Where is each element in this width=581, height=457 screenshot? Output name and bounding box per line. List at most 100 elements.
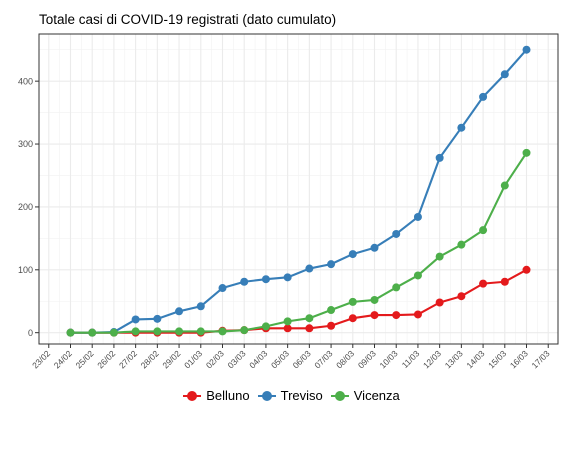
x-tick-label: 04/03 (247, 348, 269, 370)
data-point (175, 307, 184, 316)
x-tick-label: 12/03 (421, 348, 443, 370)
x-tick-label: 03/03 (226, 348, 248, 370)
x-tick-label: 28/02 (139, 348, 161, 370)
x-tick-label: 15/03 (486, 348, 508, 370)
data-point (305, 324, 314, 333)
data-point (413, 212, 422, 221)
data-point (457, 123, 466, 132)
data-point (153, 314, 162, 323)
x-tick-label: 01/03 (182, 348, 204, 370)
x-tick-label: 11/03 (400, 348, 422, 370)
y-tick-label: 400 (18, 76, 33, 86)
data-point (370, 243, 379, 252)
data-point (327, 260, 336, 269)
data-point (327, 321, 336, 330)
legend-item-vicenza: Vicenza (329, 388, 400, 403)
series-line (70, 268, 528, 334)
data-point (522, 265, 531, 274)
legend: Belluno Treviso Vicenza (0, 388, 581, 403)
series-line (70, 49, 528, 334)
data-point (109, 328, 118, 337)
data-point (261, 322, 270, 331)
x-tick-label: 23/02 (30, 348, 52, 370)
data-point (348, 250, 357, 259)
legend-key (329, 389, 351, 403)
legend-key (256, 389, 278, 403)
data-point (131, 315, 140, 324)
y-tick-label: 100 (18, 265, 33, 275)
data-point (305, 264, 314, 273)
panel-border (38, 33, 559, 345)
data-point (413, 310, 422, 319)
data-point (479, 92, 488, 101)
data-point (479, 279, 488, 288)
gridlines (39, 34, 558, 344)
x-tick-label: 24/02 (52, 348, 74, 370)
data-point (392, 311, 401, 320)
data-point (457, 292, 466, 301)
legend-item-belluno: Belluno (181, 388, 250, 403)
data-point (370, 295, 379, 304)
legend-label: Belluno (206, 388, 250, 403)
data-point (457, 240, 466, 249)
data-point (479, 226, 488, 235)
data-point (261, 275, 270, 284)
x-tick-label: 29/02 (160, 348, 182, 370)
data-point (66, 328, 75, 337)
x-tick-label: 07/03 (312, 348, 334, 370)
data-point (370, 311, 379, 320)
data-point (348, 297, 357, 306)
data-point (522, 45, 531, 54)
x-tick-label: 26/02 (95, 348, 117, 370)
data-point (131, 327, 140, 336)
data-point (392, 229, 401, 238)
x-tick-label: 09/03 (356, 348, 378, 370)
data-point (305, 314, 314, 323)
x-tick-label: 05/03 (269, 348, 291, 370)
data-point (500, 181, 509, 190)
y-tick-label: 200 (18, 202, 33, 212)
data-point (196, 327, 205, 336)
x-tick-label: 17/03 (530, 348, 552, 370)
x-tick-label: 06/03 (291, 348, 313, 370)
legend-item-treviso: Treviso (256, 388, 323, 403)
data-point (240, 326, 249, 335)
x-tick-label: 25/02 (73, 348, 95, 370)
data-point (348, 314, 357, 323)
x-tick-label: 08/03 (334, 348, 356, 370)
data-point (175, 327, 184, 336)
x-tick-label: 14/03 (464, 348, 486, 370)
data-point (500, 277, 509, 286)
data-point (196, 302, 205, 311)
data-point (522, 148, 531, 157)
data-point (435, 252, 444, 261)
x-tick-label: 13/03 (443, 348, 465, 370)
x-tick-label: 27/02 (117, 348, 139, 370)
data-point (153, 327, 162, 336)
series-lines (66, 45, 531, 337)
data-point (435, 298, 444, 307)
data-point (500, 70, 509, 79)
data-point (392, 283, 401, 292)
data-point (283, 324, 292, 333)
legend-key (181, 389, 203, 403)
legend-label: Treviso (280, 388, 323, 403)
x-tick-label: 02/03 (204, 348, 226, 370)
data-point (240, 277, 249, 286)
data-point (88, 328, 97, 337)
data-point (327, 306, 336, 315)
data-point (283, 273, 292, 282)
y-tick-label: 300 (18, 139, 33, 149)
legend-label: Vicenza (353, 388, 400, 403)
data-point (218, 284, 227, 293)
x-tick-label: 16/03 (508, 348, 530, 370)
series-vicenza (66, 148, 531, 337)
chart-title: Totale casi di COVID-19 registrati (dato… (39, 12, 337, 27)
data-point (283, 317, 292, 326)
y-tick-label: 0 (28, 328, 33, 338)
data-point (435, 153, 444, 162)
data-point (218, 327, 227, 336)
x-tick-label: 10/03 (378, 348, 400, 370)
series-line (70, 152, 528, 334)
